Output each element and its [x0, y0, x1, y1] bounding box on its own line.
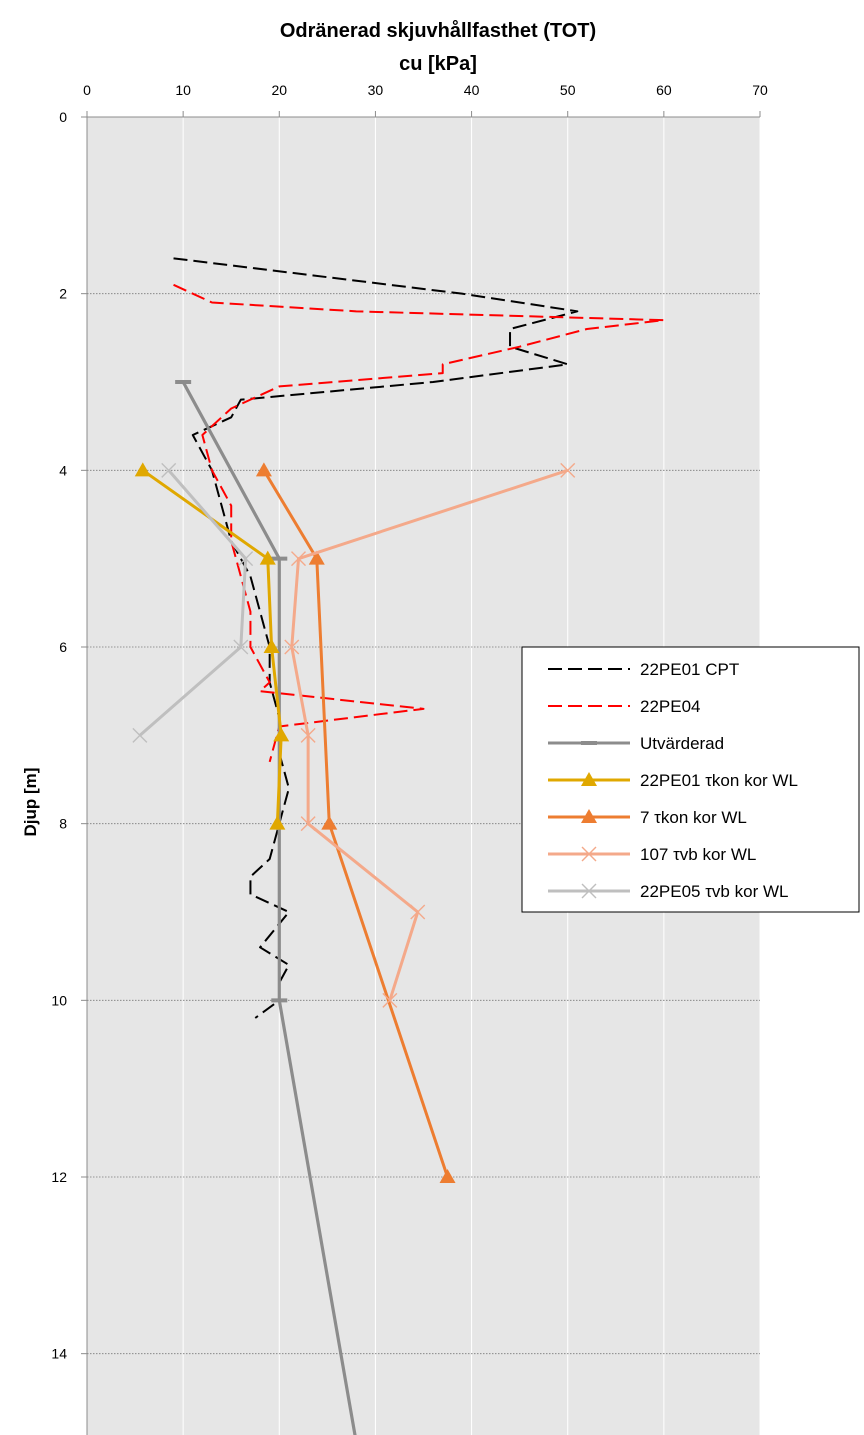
legend-item-2: Utvärderad — [548, 734, 724, 753]
marker-stroke — [560, 462, 576, 478]
legend-label: 107 τvb kor WL — [640, 845, 756, 864]
data-point — [233, 639, 249, 655]
x-tick-label: 40 — [464, 82, 480, 98]
legend-label: 22PE05 τvb kor WL — [640, 882, 788, 901]
x-tick-label: 20 — [271, 82, 287, 98]
y-tick-label: 12 — [51, 1169, 67, 1185]
y-tick-label: 10 — [51, 992, 67, 1008]
legend-marker — [581, 846, 597, 862]
legend-label: 22PE01 τkon kor WL — [640, 771, 798, 790]
data-point — [300, 727, 316, 743]
legend-item-6: 22PE05 τvb kor WL — [548, 882, 788, 901]
y-tick-label: 8 — [59, 816, 67, 832]
marker-stroke — [300, 727, 316, 743]
y-tick-label: 4 — [59, 462, 67, 478]
y-tick-label: 6 — [59, 639, 67, 655]
legend-item-0: 22PE01 CPT — [548, 660, 739, 679]
legend-label: 22PE01 CPT — [640, 660, 739, 679]
y-axis-label: Djup [m] — [21, 768, 40, 837]
series-1 — [173, 283, 665, 763]
data-point — [560, 462, 576, 478]
y-tick-label: 0 — [59, 109, 67, 125]
data-point — [238, 551, 254, 567]
legend-label: 22PE04 — [640, 697, 701, 716]
data-point — [161, 462, 177, 478]
legend: 22PE01 CPT 22PE04 Utvärderad 22PE01 τkon ko… — [521, 646, 860, 913]
legend-marker — [581, 883, 597, 899]
marker-stroke — [238, 551, 254, 567]
marker-stroke — [382, 992, 398, 1008]
x-tick-label: 10 — [175, 82, 191, 98]
data-point — [134, 462, 151, 477]
marker-stroke — [161, 462, 177, 478]
x-tick-label: 0 — [83, 82, 91, 98]
legend-item-5: 107 τvb kor WL — [548, 845, 756, 864]
series-3 — [134, 462, 290, 830]
marker-stroke — [300, 816, 316, 832]
series-6 — [132, 462, 254, 743]
series-line — [173, 283, 665, 763]
x-tick-label: 60 — [656, 82, 672, 98]
legend-item-1: 22PE04 — [548, 697, 701, 716]
x-tick-label: 50 — [560, 82, 576, 98]
data-point — [439, 1169, 456, 1183]
marker-stroke — [581, 846, 597, 862]
marker-stroke — [233, 639, 249, 655]
data-point — [410, 904, 426, 920]
marker-stroke — [284, 639, 300, 655]
data-point — [259, 550, 276, 565]
data-point — [263, 639, 280, 653]
series-5 — [284, 462, 576, 1008]
data-point — [291, 551, 307, 567]
x-tick-label: 70 — [752, 82, 768, 98]
data-point — [269, 815, 286, 830]
data-point — [308, 550, 325, 565]
marker-stroke — [410, 904, 426, 920]
legend-marker — [581, 772, 597, 786]
series-4 — [255, 462, 456, 1183]
marker-stroke — [132, 727, 148, 743]
marker-stroke — [291, 551, 307, 567]
y-tick-label: 2 — [59, 286, 67, 302]
series-line — [262, 469, 449, 1178]
marker-stroke — [581, 883, 597, 899]
legend-label: Utvärderad — [640, 734, 724, 753]
data-point — [255, 462, 272, 477]
chart-title: Odränerad skjuvhållfasthet (TOT) — [280, 19, 596, 42]
y-tick-label: 14 — [51, 1346, 67, 1362]
data-point — [321, 815, 338, 830]
data-point — [300, 816, 316, 832]
legend-item-4: 7 τkon kor WL — [548, 808, 747, 827]
series-line — [138, 469, 248, 737]
data-point — [273, 727, 290, 742]
x-axis-label: cu [kPa] — [399, 53, 477, 75]
data-point — [284, 639, 300, 655]
legend-item-3: 22PE01 τkon kor WL — [548, 771, 798, 790]
x-tick-label: 30 — [368, 82, 384, 98]
legend-marker — [581, 809, 597, 823]
legend-label: 7 τkon kor WL — [640, 808, 747, 827]
data-point — [132, 727, 148, 743]
data-point — [382, 992, 398, 1008]
